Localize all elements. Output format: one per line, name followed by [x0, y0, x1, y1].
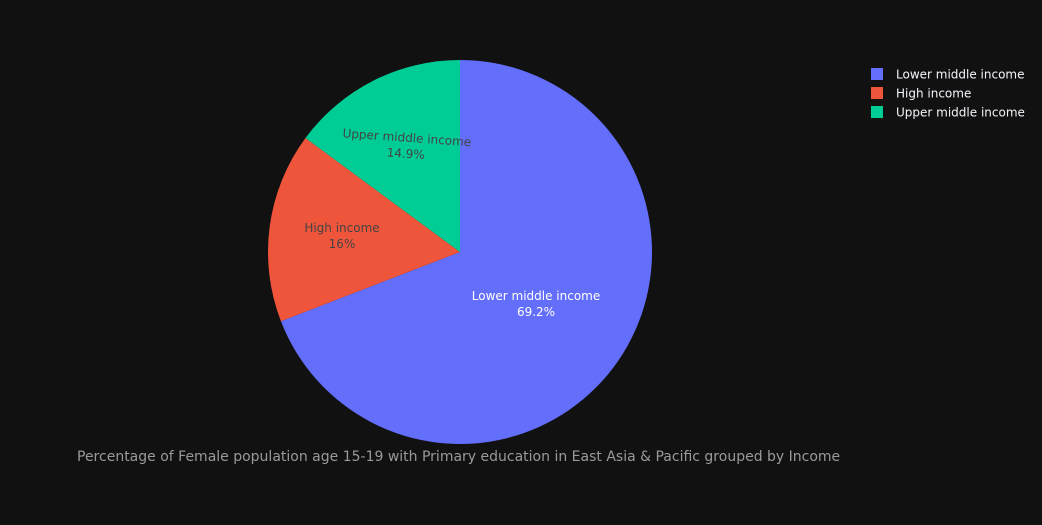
pie-slice-high-income[interactable] — [268, 138, 460, 322]
pie-slice-label: Lower middle income 69.2% — [472, 289, 601, 319]
pie-slice-percent: 69.2% — [517, 305, 555, 319]
pie-slice-label: High income 16% — [304, 221, 379, 251]
pie-slice-upper-middle-income[interactable] — [305, 60, 460, 252]
legend-swatch — [871, 68, 883, 80]
legend-label: High income — [896, 87, 971, 101]
legend-label: Lower middle income — [896, 68, 1025, 82]
legend[interactable]: Lower middle income High income Upper midd… — [871, 68, 1025, 120]
pie-labels: Lower middle income 69.2%High income 16%Up… — [304, 126, 600, 319]
legend-item-upper-middle-income[interactable]: Upper middle income — [871, 106, 1025, 120]
pie-slice-percent: 14.9% — [386, 145, 425, 162]
pie-slice-name: Lower middle income — [472, 289, 601, 303]
pie-slice-name: High income — [304, 221, 379, 235]
pie-slices — [268, 60, 652, 445]
pie-slice-percent: 16% — [329, 237, 356, 251]
pie-slice-lower-middle-income[interactable] — [280, 60, 652, 445]
legend-swatch — [871, 106, 883, 118]
legend-item-lower-middle-income[interactable]: Lower middle income — [871, 68, 1025, 82]
chart-title: Percentage of Female population age 15-1… — [77, 449, 840, 465]
legend-label: Upper middle income — [896, 106, 1025, 120]
legend-swatch — [871, 87, 883, 99]
legend-item-high-income[interactable]: High income — [871, 87, 971, 101]
